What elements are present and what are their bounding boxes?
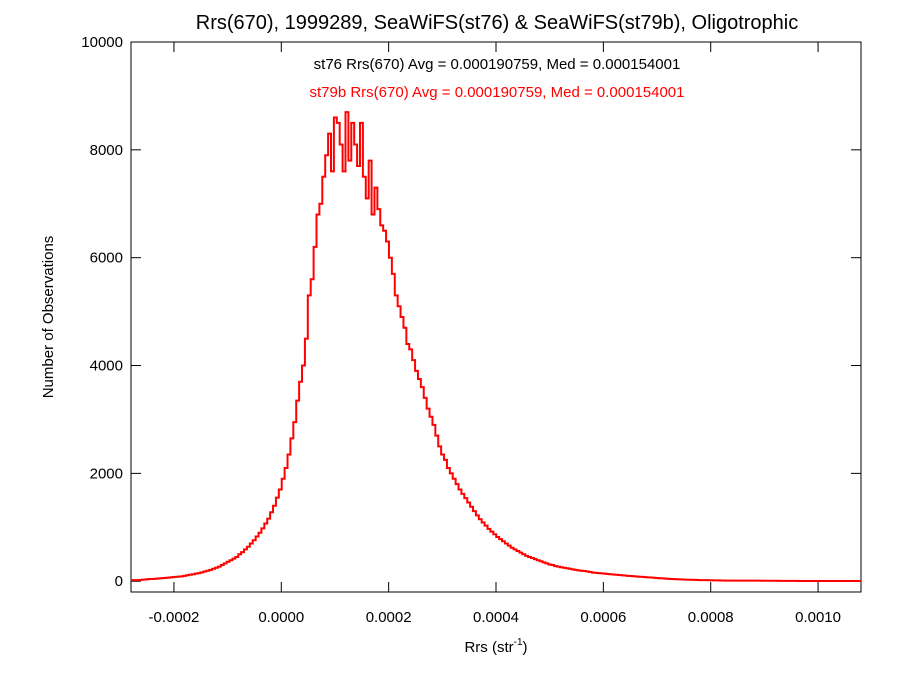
y-tick-label: 2000: [90, 465, 123, 482]
y-tick-label: 4000: [90, 358, 123, 375]
y-axis-label: Number of Observations: [40, 236, 57, 399]
y-tick-label: 6000: [90, 250, 123, 267]
y-tick-label: 0: [115, 573, 123, 590]
x-tick-label: 0.0006: [580, 609, 626, 626]
chart-title: Rrs(670), 1999289, SeaWiFS(st76) & SeaWi…: [196, 12, 798, 34]
x-tick-label: 0.0008: [688, 609, 734, 626]
x-axis-label: Rrs (str-1): [464, 637, 527, 656]
x-tick-label: -0.0002: [149, 609, 200, 626]
y-axis-ticks: 0 2000 4000 6000 8000 10000: [81, 34, 861, 590]
histogram-series-line: [131, 111, 861, 582]
x-tick-label: 0.0010: [795, 609, 841, 626]
x-axis-ticks: -0.0002 0.0000 0.0002 0.0004 0.0006 0.0008 0.0…: [149, 42, 841, 626]
y-tick-label: 10000: [81, 34, 123, 51]
x-tick-label: 0.0000: [258, 609, 304, 626]
x-axis-label-main: Rrs (str: [464, 639, 513, 656]
y-tick-label: 8000: [90, 142, 123, 159]
annotation-st79b-stats: st79b Rrs(670) Avg = 0.000190759, Med = …: [309, 84, 684, 101]
x-axis-label-superscript: -1: [514, 637, 523, 648]
plot-frame: [130, 41, 862, 593]
x-tick-label: 0.0002: [366, 609, 412, 626]
x-tick-label: 0.0004: [473, 609, 519, 626]
x-axis-label-close: ): [523, 639, 528, 656]
annotation-st76-stats: st76 Rrs(670) Avg = 0.000190759, Med = 0…: [314, 56, 681, 73]
